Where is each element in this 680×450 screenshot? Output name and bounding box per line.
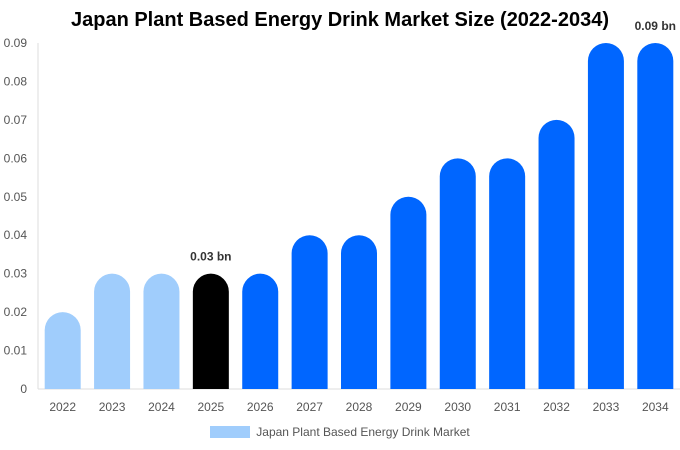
x-tick-label: 2031 — [494, 400, 521, 414]
x-tick-label: 2033 — [593, 400, 620, 414]
y-tick-label: 0.07 — [4, 113, 28, 127]
y-tick-label: 0.02 — [4, 305, 28, 319]
bar-2022 — [44, 312, 81, 389]
bar-2025 — [192, 273, 229, 389]
x-tick-label: 2023 — [99, 400, 126, 414]
x-tick-label: 2026 — [247, 400, 274, 414]
bar-2028 — [341, 235, 377, 389]
data-label-2034: 0.09 bn — [635, 19, 676, 33]
y-tick-label: 0.03 — [4, 267, 28, 281]
bar-2027 — [291, 235, 328, 389]
bar-2029 — [390, 196, 427, 389]
x-tick-label: 2025 — [197, 400, 224, 414]
x-tick-label: 2027 — [296, 400, 323, 414]
y-tick-label: 0 — [20, 382, 27, 396]
legend-label: Japan Plant Based Energy Drink Market — [256, 425, 470, 439]
y-tick-label: 0.08 — [4, 74, 28, 88]
x-tick-label: 2032 — [543, 400, 570, 414]
x-tick-label: 2022 — [49, 400, 76, 414]
bar-2024 — [143, 273, 180, 389]
x-tick-label: 2030 — [444, 400, 471, 414]
bar-2030 — [439, 158, 476, 389]
x-tick-label: 2034 — [642, 400, 669, 414]
legend: Japan Plant Based Energy Drink Market — [0, 425, 680, 439]
y-tick-label: 0.05 — [4, 190, 28, 204]
x-tick-label: 2029 — [395, 400, 422, 414]
chart-title: Japan Plant Based Energy Drink Market Si… — [70, 9, 609, 31]
bar-2032 — [538, 119, 575, 389]
bar-2026 — [242, 273, 279, 389]
y-tick-label: 0.01 — [4, 344, 28, 358]
bar-2034 — [637, 43, 674, 389]
y-tick-label: 0.04 — [4, 228, 28, 242]
bar-2023 — [94, 273, 131, 389]
data-label-2025: 0.03 bn — [190, 250, 231, 264]
legend-swatch — [210, 426, 251, 438]
y-tick-label: 0.06 — [4, 151, 28, 165]
bar-2033 — [587, 43, 624, 389]
y-tick-label: 0.09 — [4, 36, 28, 50]
x-tick-label: 2024 — [148, 400, 175, 414]
bar-2031 — [489, 158, 526, 389]
x-tick-label: 2028 — [346, 400, 373, 414]
